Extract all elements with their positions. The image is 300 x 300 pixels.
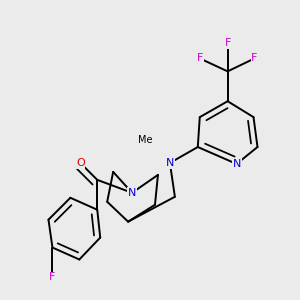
Text: Me: Me <box>138 135 152 145</box>
Text: F: F <box>251 53 258 63</box>
Text: N: N <box>166 158 174 168</box>
Text: O: O <box>76 158 85 168</box>
Text: F: F <box>196 53 203 63</box>
Text: F: F <box>224 38 231 49</box>
Text: F: F <box>49 272 56 282</box>
Text: N: N <box>128 188 136 198</box>
Text: N: N <box>232 159 241 169</box>
